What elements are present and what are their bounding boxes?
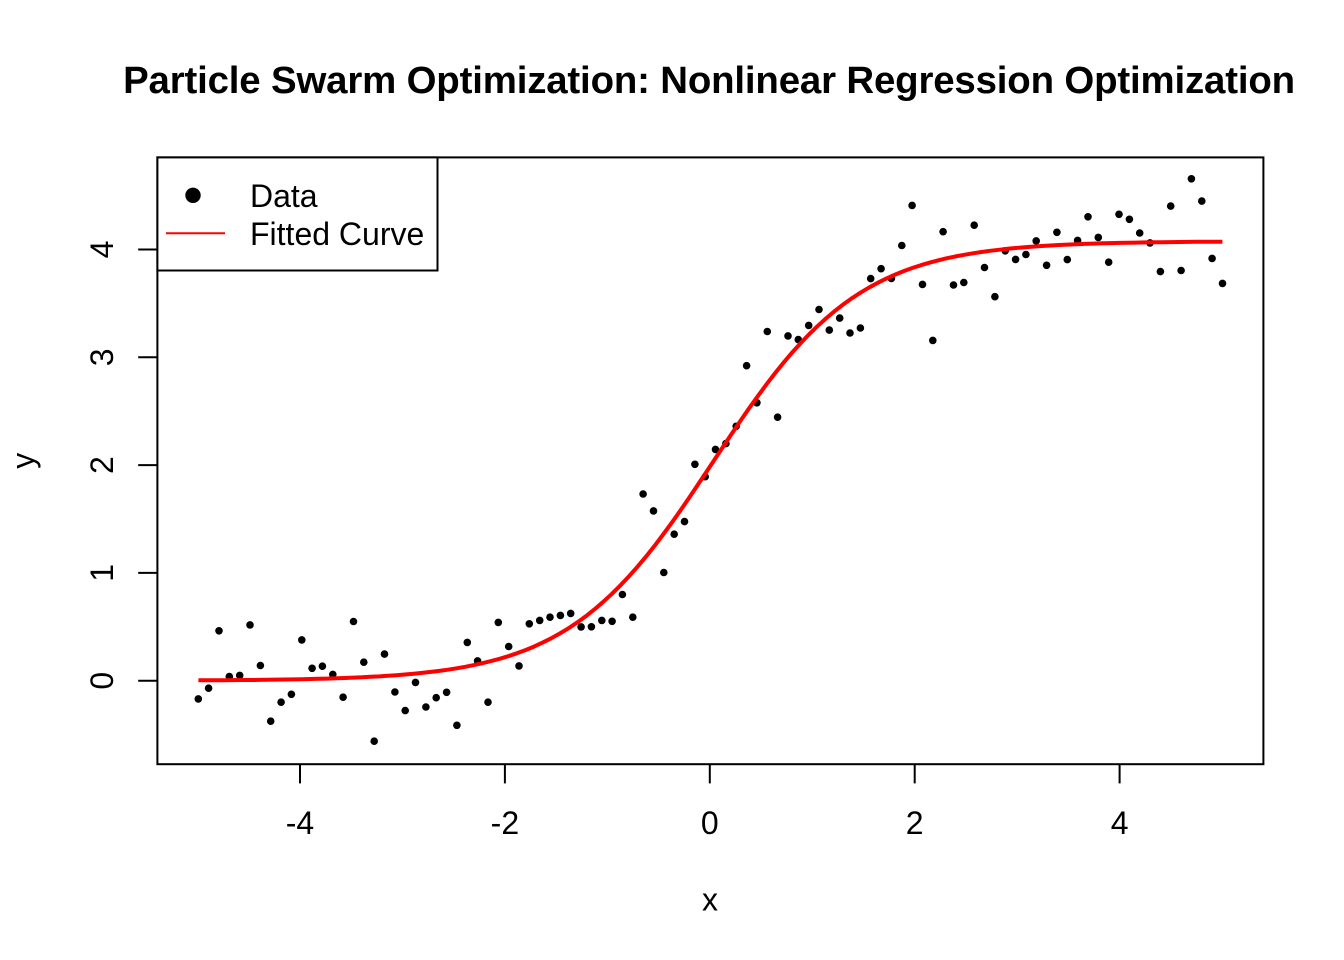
svg-text:-2: -2 <box>491 805 519 841</box>
svg-text:2: 2 <box>84 456 120 474</box>
svg-text:3: 3 <box>84 348 120 366</box>
svg-text:4: 4 <box>1111 805 1129 841</box>
svg-text:2: 2 <box>906 805 924 841</box>
svg-text:0: 0 <box>701 805 719 841</box>
svg-text:Particle Swarm Optimization: N: Particle Swarm Optimization: Nonlinear R… <box>123 59 1295 102</box>
svg-text:-4: -4 <box>286 805 314 841</box>
svg-text:y: y <box>5 453 41 469</box>
svg-text:1: 1 <box>84 564 120 582</box>
svg-text:Fitted Curve: Fitted Curve <box>250 216 424 252</box>
svg-text:x: x <box>702 882 718 918</box>
svg-text:4: 4 <box>84 241 120 259</box>
svg-text:Data: Data <box>250 178 318 214</box>
svg-text:0: 0 <box>84 672 120 690</box>
